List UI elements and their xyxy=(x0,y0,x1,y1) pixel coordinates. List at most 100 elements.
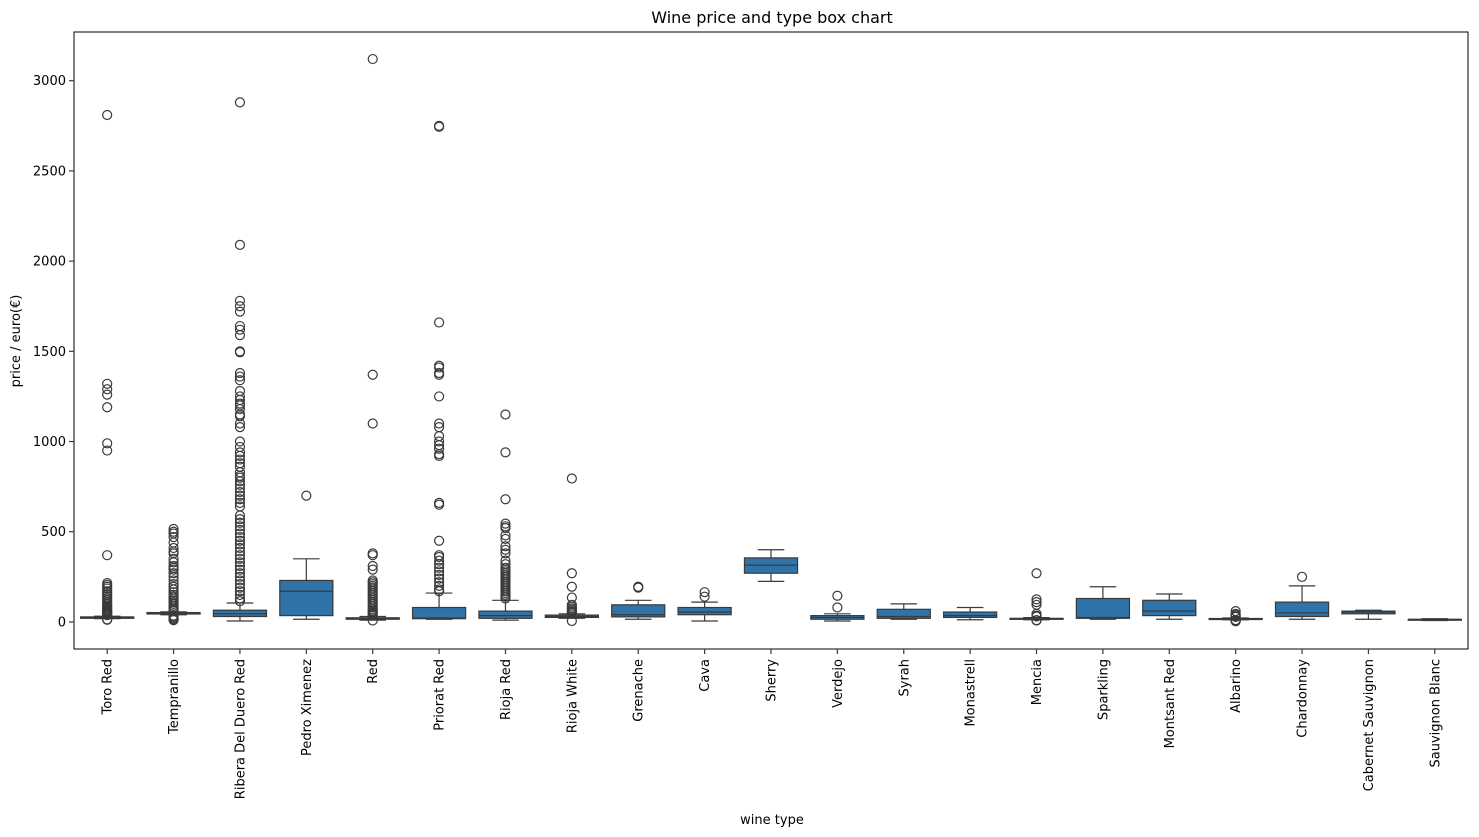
outlier-point xyxy=(234,436,246,447)
outlier-point xyxy=(234,375,246,386)
box-group-tempranillo xyxy=(146,523,201,626)
box-group-cabernet-sauvignon xyxy=(1341,609,1396,620)
outlier-point xyxy=(832,590,843,601)
box-group-sauvignon-blanc xyxy=(1407,618,1462,622)
box-group-mencia xyxy=(1009,568,1064,626)
outlier-point xyxy=(234,575,246,586)
x-tick-label: Priorat Red xyxy=(433,659,448,731)
y-tick-label: 3000 xyxy=(33,74,66,89)
outlier-point xyxy=(500,523,511,534)
outlier-point xyxy=(234,479,246,490)
outlier-point xyxy=(234,490,246,501)
outlier-point xyxy=(433,391,445,402)
outlier-point xyxy=(301,490,312,501)
outlier-point xyxy=(699,587,710,598)
outlier-point xyxy=(699,591,710,602)
box xyxy=(677,606,732,616)
outlier-point xyxy=(433,569,445,581)
outlier-point xyxy=(500,593,511,604)
outlier-point xyxy=(367,615,378,626)
outlier-point xyxy=(433,431,445,442)
outlier-point xyxy=(234,539,246,550)
outlier-point xyxy=(168,587,179,598)
box xyxy=(876,608,931,619)
y-tick-label: 2500 xyxy=(33,164,66,179)
box xyxy=(411,606,467,620)
outlier-point xyxy=(234,486,246,498)
outlier-point xyxy=(234,542,246,554)
outlier-point xyxy=(500,530,511,541)
box xyxy=(279,579,334,617)
x-tick-label: Sparkling xyxy=(1096,659,1111,720)
outlier-point xyxy=(102,550,113,561)
outlier-point xyxy=(433,443,445,454)
x-tick-label: Rioja Red xyxy=(499,659,514,720)
outlier-point xyxy=(234,97,246,108)
outlier-point xyxy=(234,557,246,568)
outlier-point xyxy=(234,553,246,564)
outlier-point xyxy=(102,378,113,389)
box xyxy=(478,610,533,619)
outlier-point xyxy=(234,367,246,379)
box xyxy=(942,611,998,619)
x-tick-label: Pedro Ximenez xyxy=(300,659,315,756)
outlier-point xyxy=(367,610,378,621)
y-axis-label: price / euro(€) xyxy=(9,295,24,388)
outlier-point xyxy=(234,596,246,607)
outlier-point xyxy=(1031,594,1042,605)
box-group-rioja-white xyxy=(544,473,600,627)
x-tick-label: Syrah xyxy=(897,659,912,697)
outlier-point xyxy=(433,551,445,563)
outlier-point xyxy=(1031,615,1042,626)
outlier-point xyxy=(234,476,246,487)
outlier-point xyxy=(102,402,113,413)
outlier-point xyxy=(168,537,179,548)
y-axis: 0 500 1000 1500 2000 2500 3000 xyxy=(33,74,74,630)
outlier-point xyxy=(234,483,246,494)
box-group-red xyxy=(345,53,400,626)
x-tick-label: Rioja White xyxy=(565,659,580,733)
outlier-point xyxy=(234,560,246,572)
box xyxy=(1075,597,1131,619)
box-group-monastrell xyxy=(942,606,998,621)
outlier-point xyxy=(234,550,246,561)
outlier-point xyxy=(500,409,511,420)
outlier-point xyxy=(168,564,179,575)
outlier-point xyxy=(433,362,445,373)
outlier-point xyxy=(433,418,445,429)
outlier-point xyxy=(433,586,445,597)
outlier-point xyxy=(234,306,246,317)
outlier-point xyxy=(234,535,246,546)
outlier-point xyxy=(234,568,246,579)
outlier-point xyxy=(168,581,179,592)
outlier-point xyxy=(234,447,246,458)
outlier-point xyxy=(367,369,378,380)
box xyxy=(1142,599,1197,617)
outlier-point xyxy=(168,571,179,582)
outlier-point xyxy=(433,566,445,577)
outlier-point xyxy=(500,447,511,458)
outlier-point xyxy=(433,317,445,328)
outlier-point xyxy=(234,450,246,462)
outlier-point xyxy=(234,593,246,604)
outlier-point xyxy=(433,580,445,591)
box-group-sherry xyxy=(743,549,799,582)
outlier-point xyxy=(102,583,113,594)
outlier-point xyxy=(433,369,445,380)
box-group-albarino xyxy=(1208,606,1263,627)
x-tick-label: Red xyxy=(366,659,381,684)
outlier-point xyxy=(234,586,246,597)
x-tick-label: Cava xyxy=(698,659,713,692)
outlier-point xyxy=(433,499,445,510)
outlier-point xyxy=(832,602,843,613)
outlier-point xyxy=(566,568,577,579)
box-group-syrah xyxy=(876,603,931,620)
outlier-point xyxy=(234,385,246,397)
outlier-point xyxy=(234,524,246,536)
box-group-ribera-del-duero-red xyxy=(212,97,268,622)
y-tick-label: 2000 xyxy=(33,255,66,270)
box-group-cava xyxy=(677,587,732,622)
chart-title: Wine price and type box chart xyxy=(651,8,893,27)
y-tick-label: 1500 xyxy=(33,345,66,360)
outlier-point xyxy=(234,301,246,312)
